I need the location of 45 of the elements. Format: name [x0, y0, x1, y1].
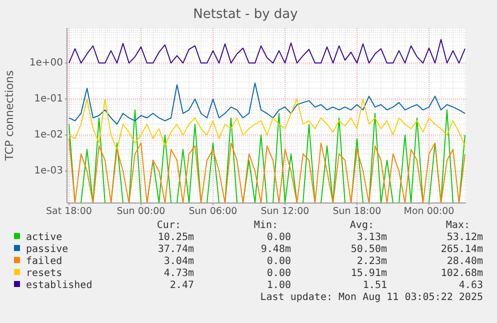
line-series [68, 98, 466, 150]
text: 2.23m [356, 256, 387, 267]
line-series [68, 39, 466, 64]
text: Avg: [350, 220, 374, 231]
legend-label: resets [26, 268, 62, 279]
text: Last update: Mon Aug 11 03:05:22 2025 [260, 292, 483, 303]
text: 15.91m [350, 268, 387, 279]
text: 50.50m [350, 244, 387, 255]
text: 3.04m [164, 256, 194, 267]
y-tick-label: 1e-02 [34, 130, 63, 141]
x-tick-label: Sun 00:00 [116, 206, 166, 217]
y-axis-title: TCP connections [3, 70, 16, 162]
text: Cur: [156, 220, 181, 231]
y-tick-label: 1e+00 [29, 58, 63, 69]
legend-label: active [26, 232, 62, 243]
text: 102.68m [440, 268, 483, 279]
y-tick-label: 1e-01 [34, 94, 63, 105]
text: 0.00 [266, 268, 291, 279]
legend-label: passive [26, 244, 68, 255]
y-tick-label: 1e-03 [34, 166, 63, 177]
text: 1.51 [362, 280, 387, 291]
text: 53.12m [446, 232, 483, 243]
text: 3.13m [356, 232, 387, 243]
text: 10.25m [158, 232, 194, 243]
text: 2.47 [170, 280, 194, 291]
legend-label: established [26, 280, 92, 291]
x-tick-label: Mon 00:00 [404, 206, 454, 217]
x-tick-label: Sat 18:00 [46, 206, 92, 217]
text: 4.73m [164, 268, 194, 279]
x-tick-label: Sun 06:00 [188, 206, 238, 217]
text: 0.00 [266, 232, 291, 243]
legend-label: failed [26, 256, 62, 267]
x-tick-label: Sun 18:00 [332, 206, 382, 217]
text: 265.14m [440, 244, 483, 255]
text: 0.00 [266, 256, 291, 267]
text: 4.63 [458, 280, 483, 291]
text: 28.40m [446, 256, 483, 267]
text: Min: [254, 220, 278, 231]
text: 37.74m [158, 244, 194, 255]
text: Max: [446, 220, 470, 231]
text: 1.00 [266, 280, 291, 291]
text: 9.48m [260, 244, 291, 255]
line-series [68, 82, 466, 125]
chart-title: Netstat - by day [193, 7, 298, 22]
x-tick-label: Sun 12:00 [260, 206, 310, 217]
